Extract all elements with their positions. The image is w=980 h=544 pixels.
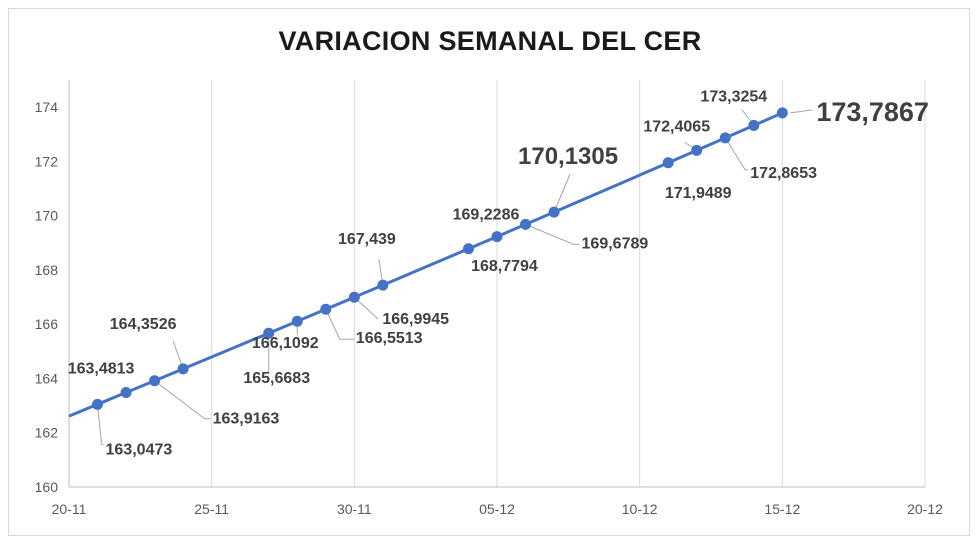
data-point-05-12 (491, 231, 503, 243)
data-point-29-11 (320, 303, 332, 315)
leader-line (724, 137, 749, 171)
data-label-01-12: 167,439 (338, 231, 396, 248)
data-point-06-12 (520, 218, 532, 230)
grid-lines (68, 80, 926, 487)
data-label-29-11: 166,5513 (356, 330, 423, 347)
y-tick-label: 162 (35, 425, 59, 441)
data-label-15-12: 173,7867 (816, 97, 929, 127)
leader-line (553, 173, 571, 213)
data-label-27-11: 165,6683 (243, 370, 310, 387)
data-label-11-12: 171,9489 (665, 185, 732, 202)
leader-line (790, 109, 813, 114)
data-point-24-11 (177, 363, 189, 375)
x-tick-label: 10-12 (622, 501, 658, 517)
data-point-30-11 (348, 291, 360, 303)
chart-frame (8, 8, 970, 536)
y-tick-label: 172 (35, 153, 59, 169)
data-label-07-12: 170,1305 (518, 143, 618, 170)
data-point-14-12 (748, 119, 760, 131)
data-labels: 163,0473 163,4813 163,9163 164,3526 165,6683… (68, 88, 929, 458)
leader-line (154, 380, 211, 420)
data-label-24-11: 164,3526 (110, 316, 177, 333)
data-label-28-11: 166,1092 (252, 335, 319, 352)
x-tick-label: 05-12 (479, 501, 515, 517)
leader-line (325, 309, 354, 340)
data-label-12-12: 172,4065 (643, 118, 710, 135)
leader-line (525, 223, 580, 245)
data-label-23-11: 163,9163 (213, 411, 280, 428)
chart-title: VARIACION SEMANAL DEL CER (278, 26, 702, 56)
data-label-30-11: 166,9945 (382, 311, 449, 328)
data-label-13-12: 172,8653 (750, 165, 817, 182)
data-label-04-12: 168,7794 (471, 258, 538, 275)
series-line (68, 111, 783, 418)
x-tick-label: 20-12 (907, 501, 943, 517)
data-point-27-11 (263, 327, 275, 339)
data-label-05-12: 169,2286 (453, 207, 520, 224)
data-label-06-12: 169,6789 (582, 235, 649, 252)
y-tick-label: 168 (35, 262, 59, 278)
data-point-21-11 (92, 398, 104, 410)
data-point-07-12 (548, 206, 560, 218)
y-tick-label: 174 (35, 99, 59, 115)
data-point-22-11 (120, 387, 132, 399)
data-label-22-11: 163,4813 (68, 361, 135, 378)
x-tick-label: 25-11 (194, 501, 229, 517)
axes: 20-11 25-11 30-11 05-12 10-12 15-12 20-12 160 16… (35, 80, 943, 517)
y-tick-label: 160 (35, 479, 59, 495)
data-point-04-12 (462, 243, 474, 255)
y-tick-label: 164 (35, 370, 59, 386)
x-tick-label: 15-12 (764, 501, 800, 517)
data-label-21-11: 163,0473 (106, 441, 173, 458)
leader-line (97, 404, 104, 445)
cer-series (68, 107, 788, 418)
data-point-23-11 (149, 375, 161, 387)
data-label-14-12: 173,3254 (700, 88, 767, 105)
label-leader-lines (97, 109, 813, 445)
data-point-11-12 (662, 157, 674, 169)
data-point-15-12 (776, 107, 788, 119)
data-point-13-12 (719, 132, 731, 144)
data-point-01-12 (377, 279, 389, 291)
y-tick-label: 170 (35, 208, 59, 224)
x-tick-label: 20-11 (52, 501, 87, 517)
data-point-28-11 (291, 315, 303, 327)
x-tick-label: 30-11 (337, 501, 372, 517)
y-tick-label: 166 (35, 316, 59, 332)
data-point-12-12 (691, 144, 703, 156)
